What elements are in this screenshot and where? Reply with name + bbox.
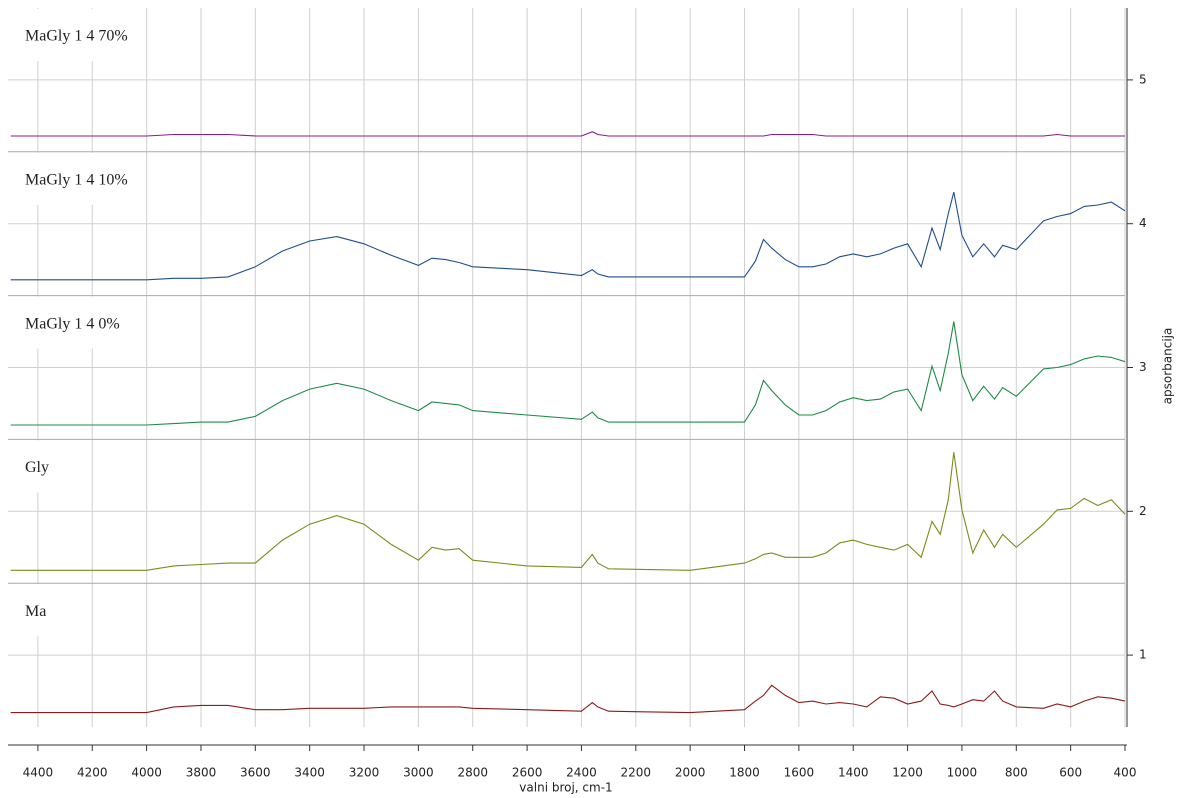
spectrum-line — [10, 684, 1126, 714]
x-tick-label: 2400 — [566, 766, 597, 780]
x-tick-label: 2600 — [512, 766, 543, 780]
x-tick-label: 1000 — [947, 766, 978, 780]
x-tick-label: 800 — [1005, 766, 1028, 780]
x-axis-label: valni broj, cm-1 — [519, 781, 612, 795]
x-tick-label: 2800 — [457, 766, 488, 780]
x-tick-label: 1200 — [892, 766, 923, 780]
x-tick-label: 2000 — [675, 766, 706, 780]
x-tick-label: 3400 — [294, 766, 325, 780]
label-box — [8, 152, 141, 205]
x-tick-label: 1800 — [729, 766, 760, 780]
x-tick-label: 2200 — [621, 766, 652, 780]
series-label: MaGly 1 4 70% — [25, 28, 128, 45]
x-tick-label: 400 — [1114, 766, 1137, 780]
series-label: MaGly 1 4 0% — [25, 315, 120, 332]
spectrum-line — [10, 191, 1126, 281]
spectrum-line — [10, 321, 1126, 426]
label-box — [8, 440, 62, 493]
x-tick-label: 3200 — [349, 766, 380, 780]
x-tick-label: 4000 — [131, 766, 162, 780]
series-label: MaGly 1 4 10% — [25, 171, 128, 188]
spectrum-line — [10, 131, 1125, 137]
label-box — [8, 584, 60, 637]
x-tick-label: 600 — [1059, 766, 1082, 780]
spectrum-line — [10, 452, 1126, 571]
x-tick-label: 3000 — [403, 766, 434, 780]
y-tick-label: 4 — [1139, 216, 1147, 230]
y-axis-label: apsorbancija — [1161, 328, 1175, 405]
label-box — [8, 9, 141, 61]
label-box — [8, 296, 133, 349]
y-tick-label: 5 — [1139, 72, 1147, 86]
series-label: Ma — [25, 603, 46, 620]
x-tick-label: 3800 — [186, 766, 217, 780]
x-tick-label: 3600 — [240, 766, 271, 780]
series-label: Gly — [25, 459, 49, 476]
x-tick-label: 1400 — [838, 766, 869, 780]
y-tick-label: 3 — [1139, 360, 1147, 374]
x-tick-label: 4400 — [23, 766, 54, 780]
y-tick-label: 1 — [1139, 648, 1147, 662]
grid — [8, 8, 1126, 727]
x-tick-label: 1600 — [784, 766, 815, 780]
y-tick-label: 2 — [1139, 504, 1147, 518]
x-tick-label: 4200 — [77, 766, 108, 780]
